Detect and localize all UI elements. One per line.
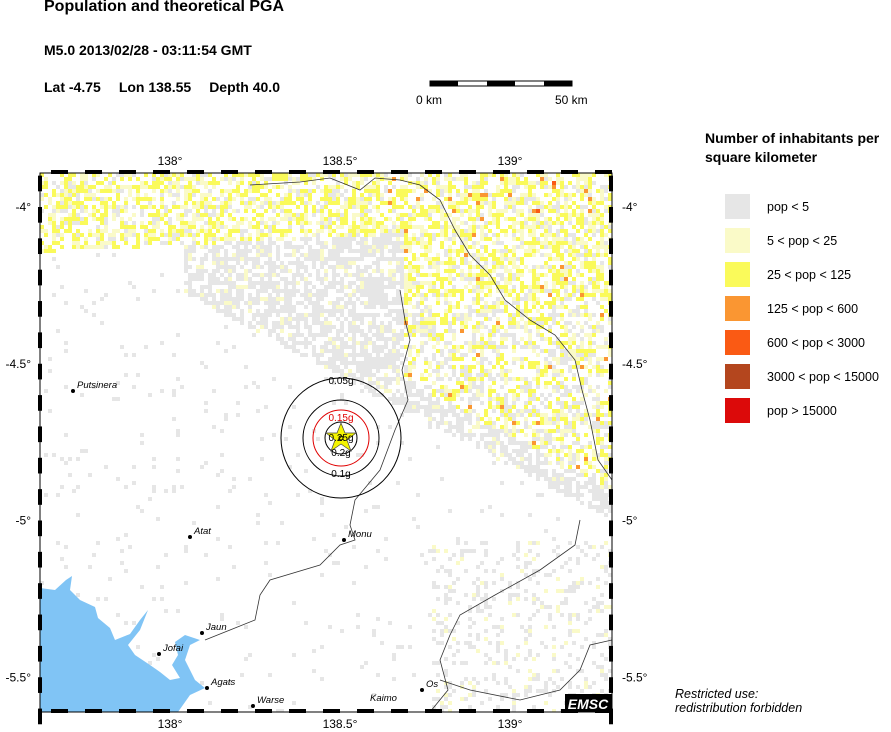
legend-swatch (725, 296, 750, 321)
epicenter-star-icon (324, 422, 358, 452)
legend-swatch (725, 228, 750, 253)
pga-contours (280, 377, 402, 499)
city-marker: Monu (342, 529, 372, 542)
legend-label: 600 < pop < 3000 (767, 335, 866, 350)
city-label: Agats (210, 677, 236, 688)
scale-end: 50 km (555, 93, 588, 107)
label-0.25g: 0.25g (328, 433, 353, 444)
lon-tick-label: 138° (158, 154, 183, 168)
legend-label: pop > 15000 (767, 403, 837, 418)
legend-item: 25 < pop < 125 (725, 262, 851, 287)
city-dot-icon (205, 686, 209, 690)
lon-tick-label: 138.5° (323, 717, 358, 731)
restricted-text: Restricted use: (675, 687, 759, 701)
legend-swatch (725, 364, 750, 389)
lat-tick-label: -4.5° (6, 357, 32, 371)
redistribution-text: redistribution forbidden (675, 701, 803, 715)
city-marker: Atat (188, 526, 211, 539)
contour-0.2g (324, 421, 358, 455)
map-title: Population and theoretical PGA (44, 0, 285, 15)
city-marker: Jofai (157, 643, 184, 656)
scale-bar (429, 80, 573, 87)
legend-item: 600 < pop < 3000 (725, 330, 865, 355)
legend-label: 125 < pop < 600 (767, 301, 859, 316)
lat-tick-label: -5.5° (622, 670, 648, 684)
axis-labels: 138° 138° 138.5° 138.5° 139° 139° -4° -4° -4.5° -… (6, 154, 648, 731)
emsc-logo: EMSC (568, 696, 609, 712)
city-marker: Kaimo (370, 693, 397, 704)
city-label: Jofai (162, 643, 184, 654)
label-0.1g: 0.1g (331, 469, 350, 480)
city-dot-icon (251, 704, 255, 708)
legend-swatch (725, 330, 750, 355)
label-0.15g: 0.15g (328, 413, 353, 424)
city-marker: Warse (251, 695, 284, 708)
legend-label: 3000 < pop < 15000 (767, 369, 879, 384)
label-0.05g: 0.05g (328, 376, 353, 387)
city-marker: Agats (205, 677, 236, 690)
event-location: Lat -4.75 Lon 138.55 Depth 40.0 (44, 79, 298, 95)
contour-labels: 0.05g 0.1g 0.15g 0.2g 0.25g (328, 376, 353, 480)
lon-tick-label: 138.5° (323, 154, 358, 168)
event-info: M5.0 2013/02/28 - 03:11:54 GMT (44, 42, 252, 58)
lon-tick-label: 139° (498, 154, 523, 168)
city-dot-icon (200, 631, 204, 635)
lat: Lat -4.75 (44, 79, 101, 95)
contour-0.05g (280, 377, 402, 499)
label-0.2g: 0.2g (331, 448, 350, 459)
lat-tick-label: -5° (622, 514, 638, 528)
city-label: Jaun (205, 622, 227, 633)
legend-item: 3000 < pop < 15000 (725, 364, 879, 389)
city-label: Monu (348, 529, 372, 540)
lon-tick-label: 138° (158, 717, 183, 731)
boundaries (204, 177, 612, 712)
legend-label: 25 < pop < 125 (767, 267, 852, 282)
city-dot-icon (188, 535, 192, 539)
city-label: Warse (257, 695, 284, 706)
legend-title: Number of inhabitants per square kilomet… (705, 130, 880, 165)
lat-tick-label: -5.5° (6, 670, 32, 684)
city-label: Kaimo (370, 693, 397, 704)
legend-label: 5 < pop < 25 (767, 233, 838, 248)
city-dot-icon (420, 688, 424, 692)
ocean (40, 576, 205, 712)
contour-0.15g (312, 409, 370, 467)
usage-notice: Restricted use: redistribution forbidden (675, 687, 802, 715)
legend-label: pop < 5 (767, 199, 810, 214)
city-label: Os (426, 679, 438, 690)
lon: Lon 138.55 (118, 79, 192, 95)
legend-swatch (725, 262, 750, 287)
legend-swatch (725, 194, 750, 219)
city-dot-icon (71, 389, 75, 393)
legend-item: 5 < pop < 25 (725, 228, 837, 253)
scale-start: 0 km (416, 93, 443, 107)
legend-item: 125 < pop < 600 (725, 296, 858, 321)
lat-tick-label: -4.5° (622, 357, 648, 371)
city-marker: Os (420, 679, 438, 692)
city-dot-icon (157, 652, 161, 656)
map-frame (38, 170, 613, 725)
city-marker: Jaun (200, 622, 227, 635)
contour-0.1g (302, 399, 380, 477)
lat-tick-label: -5° (16, 514, 32, 528)
city-label: Atat (193, 526, 211, 537)
lon-tick-label: 139° (498, 717, 523, 731)
legend-swatch (725, 398, 750, 423)
legend-item: pop < 5 (725, 194, 809, 219)
lat-tick-label: -4° (622, 200, 638, 214)
lat-tick-label: -4° (16, 200, 32, 214)
city-dot-icon (342, 538, 346, 542)
city-marker: Putsinera (71, 380, 117, 393)
depth: Depth 40.0 (209, 79, 280, 95)
legend-item: pop > 15000 (725, 398, 837, 423)
city-label: Putsinera (77, 380, 117, 391)
